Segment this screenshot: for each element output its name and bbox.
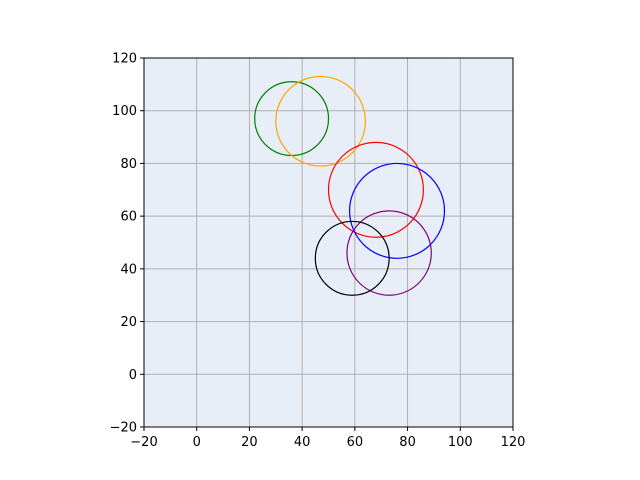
y-tick-label: 100 xyxy=(112,104,137,119)
x-tick-label: 20 xyxy=(241,435,258,450)
axes-frame xyxy=(143,57,514,428)
y-axis: −20 0 20 40 60 80 100 120 xyxy=(110,52,144,436)
circle-5 xyxy=(346,210,432,296)
circle-3 xyxy=(327,141,424,238)
x-tick-label: 40 xyxy=(294,435,311,450)
y-tick-label: 60 xyxy=(120,210,137,225)
x-tick-label: 120 xyxy=(501,435,526,450)
circle-6 xyxy=(314,220,390,296)
circles xyxy=(254,75,446,296)
x-axis: −20 0 20 40 60 80 100 120 xyxy=(130,427,525,450)
y-tick-label: 40 xyxy=(120,262,137,277)
y-tick-label: 20 xyxy=(120,315,137,330)
x-tick-label: 60 xyxy=(347,435,364,450)
y-tick-label: 80 xyxy=(120,157,137,172)
x-tick-label: 0 xyxy=(193,435,201,450)
x-tick-label: 100 xyxy=(448,435,473,450)
circle-4 xyxy=(348,162,446,259)
circle-2 xyxy=(275,75,366,167)
y-tick-label: 0 xyxy=(129,368,137,383)
x-tick-label: −20 xyxy=(130,435,157,450)
x-tick-label: 80 xyxy=(399,435,416,450)
y-tick-label: −20 xyxy=(110,421,137,436)
y-tick-label: 120 xyxy=(112,52,137,67)
